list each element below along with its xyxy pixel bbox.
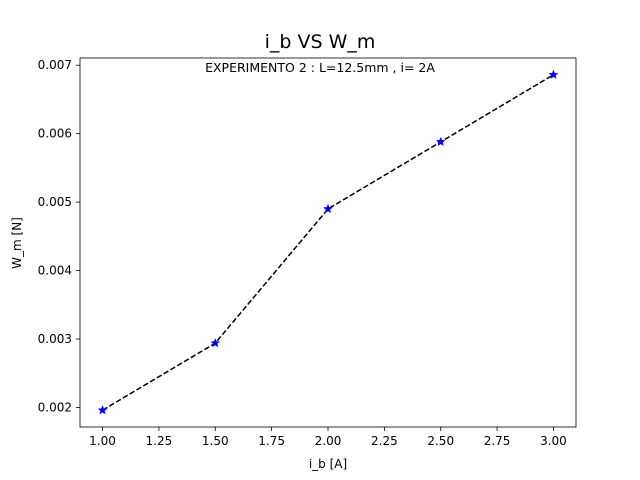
- chart-annotation: EXPERIMENTO 2 : L=12.5mm , i= 2A: [205, 60, 435, 75]
- y-tick-label: 0.005: [38, 195, 72, 209]
- series-line: [102, 74, 554, 411]
- x-tick-label: 2.75: [484, 434, 511, 448]
- y-tick-label: 0.002: [38, 400, 72, 414]
- data-point: [548, 69, 559, 79]
- plot-area: 1.00 1.25 1.50 1.75 2.00 2.25 2.50 2.75 3.00 0.00…: [38, 57, 577, 448]
- x-tick-label: 1.75: [258, 434, 285, 448]
- data-point: [210, 337, 221, 348]
- y-tick-label: 0.006: [38, 127, 72, 141]
- chart-title: i_b VS W_m: [265, 31, 376, 53]
- axes-frame: [79, 57, 577, 428]
- x-tick-label: 1.25: [146, 434, 173, 448]
- data-point: [435, 136, 446, 147]
- y-axis-label: W_m [N]: [10, 217, 24, 269]
- x-tick-label: 2.25: [371, 434, 398, 448]
- x-tick-label: 3.00: [540, 434, 567, 448]
- x-tick-label: 1.50: [202, 434, 229, 448]
- data-point: [323, 203, 333, 214]
- y-tick-label: 0.004: [38, 264, 72, 278]
- y-tick-label: 0.003: [38, 332, 72, 346]
- data-point: [97, 405, 108, 415]
- x-tick-label: 2.00: [315, 434, 342, 448]
- x-tick-label: 2.50: [427, 434, 454, 448]
- y-tick-label: 0.007: [38, 58, 72, 72]
- x-axis-label: i_b [A]: [309, 457, 347, 471]
- x-tick-label: 1.00: [89, 434, 116, 448]
